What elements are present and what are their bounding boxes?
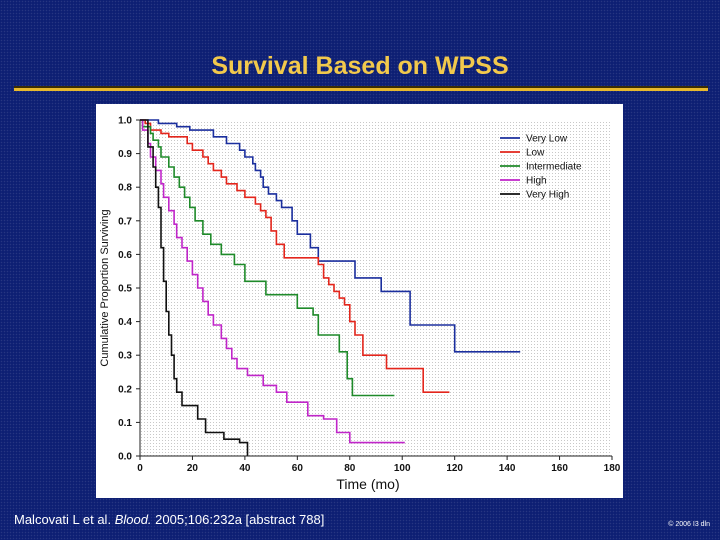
x-tick-label: 20 bbox=[187, 463, 199, 474]
y-tick-label: 0.2 bbox=[118, 384, 132, 395]
y-tick-label: 0.8 bbox=[118, 183, 132, 194]
legend: Very Low Low Intermediate High Very High bbox=[500, 134, 582, 201]
x-axis-label: Time (mo) bbox=[336, 476, 399, 492]
y-tick-label: 0.4 bbox=[118, 317, 132, 328]
legend-label: Very High bbox=[526, 190, 569, 201]
plot-area bbox=[140, 120, 612, 456]
survival-chart-panel: 0 20 40 60 80 100 120 140 160 180 0.0 0.1 0.2 0.3 0.4 0… bbox=[96, 104, 623, 498]
legend-label: Low bbox=[526, 148, 545, 159]
y-tick-label: 0.9 bbox=[118, 149, 132, 160]
y-tick-label: 1.0 bbox=[118, 116, 132, 127]
legend-label: Very Low bbox=[526, 134, 568, 145]
x-tick-label: 40 bbox=[239, 463, 251, 474]
x-tick-label: 80 bbox=[344, 463, 356, 474]
legend-label: Intermediate bbox=[526, 162, 582, 173]
series-line-very-high bbox=[140, 119, 249, 456]
citation-details: 2005;106:232a [abstract 788] bbox=[151, 512, 325, 527]
x-tick-label: 60 bbox=[292, 463, 304, 474]
series-line-high bbox=[140, 119, 405, 444]
citation-journal: Blood. bbox=[114, 512, 152, 527]
survival-chart: 0 20 40 60 80 100 120 140 160 180 0.0 0.1 0.2 0.3 0.4 0… bbox=[99, 116, 621, 493]
y-tick-label: 0.0 bbox=[118, 452, 132, 463]
x-tick-label: 0 bbox=[137, 463, 143, 474]
x-tick-label: 120 bbox=[446, 463, 463, 474]
legend-label: High bbox=[526, 176, 547, 187]
slide-title: Survival Based on WPSS bbox=[211, 52, 509, 80]
copyright-notice: © 2006 I3 dln bbox=[668, 521, 710, 528]
y-axis-label: Cumulative Proportion Surviving bbox=[99, 209, 111, 366]
title-underline-shadow bbox=[14, 86, 708, 88]
citation-authors: Malcovati L et al. bbox=[14, 512, 115, 527]
x-tick-label: 100 bbox=[394, 463, 411, 474]
x-tick-label: 160 bbox=[551, 463, 568, 474]
series-line-low bbox=[140, 119, 450, 393]
y-tick-label: 0.3 bbox=[118, 351, 132, 362]
series-layer bbox=[140, 119, 521, 456]
title-underline bbox=[14, 88, 708, 91]
y-tick-label: 0.5 bbox=[118, 284, 132, 295]
y-tick-label: 0.7 bbox=[118, 216, 132, 227]
y-tick-label: 0.6 bbox=[118, 250, 132, 261]
x-tick-label: 180 bbox=[604, 463, 621, 474]
series-line-intermediate bbox=[140, 119, 395, 397]
x-tick-label: 140 bbox=[499, 463, 516, 474]
series-line-very-low bbox=[140, 119, 521, 353]
citation: Malcovati L et al. Blood. 2005;106:232a … bbox=[14, 512, 324, 527]
axis-layer: 0 20 40 60 80 100 120 140 160 180 0.0 0.1 0.2 0.3 0.4 0… bbox=[118, 116, 621, 475]
y-tick-label: 0.1 bbox=[118, 418, 132, 429]
